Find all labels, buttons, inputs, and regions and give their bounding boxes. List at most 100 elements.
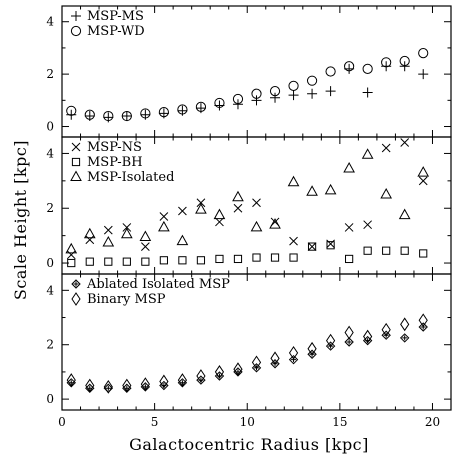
data-point-cross [418,176,428,186]
y-tick-label: 4 [46,146,54,160]
data-point-circle [288,80,299,92]
legend-marker-plus [71,11,81,21]
data-point-circle [344,61,355,72]
data-point-triangle [269,218,281,229]
data-point-plus [307,88,318,99]
data-point-triangle [306,185,318,196]
y-tick-label: 0 [46,256,54,270]
legend-marker-cross [71,142,81,152]
data-point-circle [177,104,188,115]
data-point-cross [85,235,95,245]
data-point-square [159,256,168,265]
y-axis-label: Scale Height [kpc] [11,140,30,300]
data-point-square [196,256,206,265]
data-point-triangle [213,208,226,220]
data-point-circle [140,108,151,119]
data-point-triangle [380,188,393,199]
data-point-triangle [83,227,96,239]
data-point-square [289,253,298,262]
data-point-diamond [85,378,95,393]
data-point-circle [325,66,336,77]
data-point-circle [214,97,225,109]
y-tick-label: 4 [46,15,54,29]
y-tick-label: 0 [46,120,54,134]
data-point-square [215,254,224,264]
data-point-circle [418,48,429,59]
data-point-diamond [214,365,225,379]
data-point-cross [307,242,317,251]
data-point-diamond [159,374,169,389]
data-point-diamond [307,341,317,356]
legend-label: MSP-MS [87,9,144,24]
data-point-diamond [270,351,280,366]
data-point-diamond [103,379,113,394]
data-point-diamond [325,333,336,348]
x-tick-label: 0 [58,415,66,429]
panel-frame-3 [61,273,452,411]
data-point-cross [289,236,298,246]
data-point-plus [362,87,373,98]
data-point-diamond [363,329,373,344]
data-point-diamond [288,345,299,360]
data-point-diamond [233,362,243,377]
data-point-cross [103,225,113,235]
data-point-triangle [250,220,263,232]
data-point-diamond [344,325,354,340]
data-point-cross [178,206,187,216]
data-point-circle [84,109,95,120]
data-point-plus [121,111,132,122]
x-tick-label: 5 [151,415,159,429]
data-point-diamond [140,377,150,392]
data-point-diamond [66,373,76,387]
data-point-cross [141,242,150,251]
data-point-cross [252,198,261,208]
data-point-plus [344,63,355,74]
data-point-square [85,257,94,266]
data-point-diamond [418,313,428,328]
data-point-circle [158,107,169,118]
data-point-diamond [177,373,188,387]
data-point-circle [232,93,244,105]
data-point-square [270,253,280,262]
data-point-square [307,242,317,251]
legend-label: Binary MSP [87,292,166,307]
y-tick-label: 2 [46,201,54,215]
data-point-circle [121,110,132,122]
legend-label: MSP-WD [87,24,145,39]
data-point-cross [363,220,372,230]
data-point-cross [381,143,391,153]
legend-label: MSP-NS [87,140,142,155]
data-point-plus [232,99,243,110]
data-point-circle [306,75,318,86]
data-point-triangle [120,227,133,239]
data-point-plus [270,92,281,103]
data-point-plus [66,109,77,120]
y-tick-label: 2 [46,67,54,81]
data-point-cross [66,250,76,260]
data-point-plus [214,100,225,111]
data-point-cross [233,203,243,213]
x-axis-label: Galactocentric Radius [kpc] [129,435,369,454]
data-point-square [122,257,131,266]
data-point-triangle [65,242,78,254]
data-point-cross [196,198,206,208]
data-point-plus [418,69,429,80]
data-point-plus [251,95,262,106]
data-point-triangle [398,208,411,220]
data-point-diamond [400,317,410,332]
data-point-circle [195,101,207,112]
data-point-plus [288,90,299,101]
data-point-square [104,257,113,266]
data-point-triangle [287,175,300,187]
legend-label: Ablated Isolated MSP [86,277,230,292]
data-point-plus [399,61,410,72]
legend-marker-circle-plus [71,279,81,289]
data-point-cross [215,217,224,227]
data-point-square [382,246,391,255]
data-point-circle-plus [344,337,354,347]
data-point-square [400,246,409,255]
data-point-diamond [122,378,132,393]
data-point-plus [381,61,392,72]
data-point-triangle [361,148,374,159]
